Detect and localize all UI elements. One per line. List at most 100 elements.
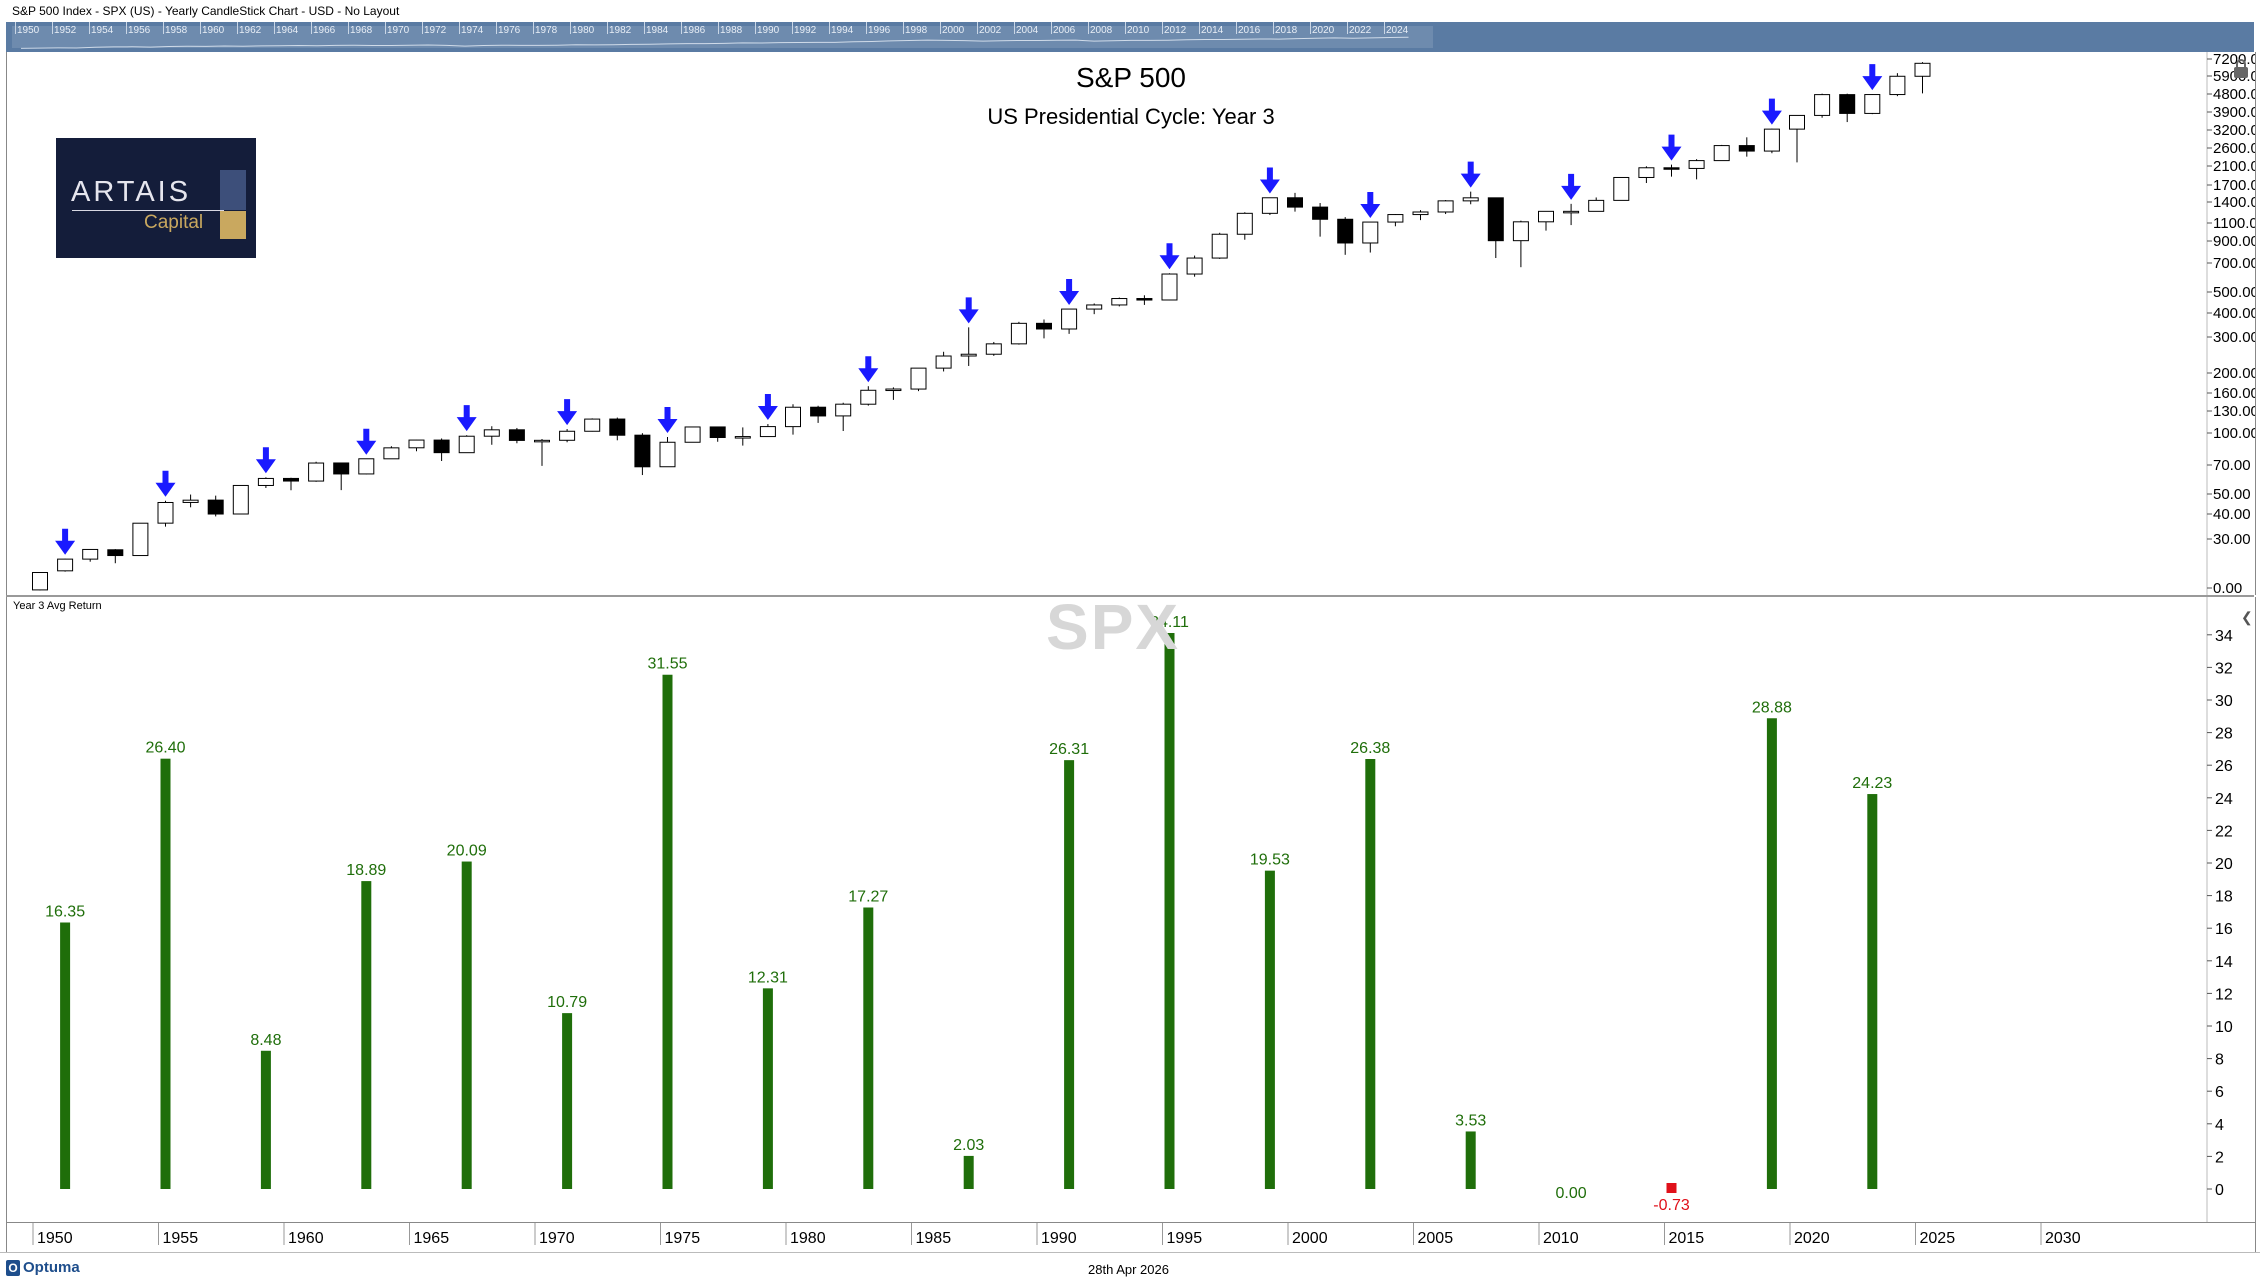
down-arrow-icon — [155, 470, 176, 497]
logo-square-bottom — [220, 211, 246, 239]
scroller-tick — [570, 22, 571, 34]
scroller-year-label: 2012 — [1164, 25, 1187, 36]
candle-body — [1738, 145, 1755, 152]
scroller-tick — [829, 22, 830, 34]
return-pane[interactable]: Year 3 Avg Return ❮ 34 32 30 28 26 24 22 20 18 16… — [6, 597, 2256, 1222]
candle-body — [1261, 197, 1278, 214]
return-bar-label: 3.53 — [1455, 1112, 1486, 1129]
logo-main-text: ARTAIS — [71, 176, 192, 208]
scroller-year-label: 1982 — [609, 25, 632, 36]
scroller-tick — [422, 22, 423, 34]
scroller-tick — [792, 22, 793, 34]
candle-body — [182, 499, 199, 503]
down-arrow-icon — [958, 297, 979, 324]
scroller-tick — [385, 22, 386, 34]
artais-capital-logo: ARTAIS Capital — [56, 138, 256, 258]
scroller-tick — [1088, 22, 1089, 34]
return-bar — [361, 881, 372, 1189]
footer: O Optuma 28th Apr 2026 — [0, 1252, 2260, 1283]
scroller-tick — [681, 22, 682, 34]
year3-return-bar-chart: 343230282624222018161412108642016.3526.4… — [45, 597, 2233, 1222]
candle-body — [207, 499, 224, 515]
price-pane[interactable]: ARTAIS Capital S&P 500 US Presidential C… — [6, 52, 2256, 595]
x-axis-label: 1960 — [288, 1230, 324, 1247]
price-axis-label: 200.00 — [2213, 365, 2255, 382]
down-arrow-icon — [858, 356, 879, 383]
return-axis-label: 8 — [2215, 1052, 2224, 1069]
scroller-year-label: 1970 — [387, 25, 410, 36]
return-bar — [461, 861, 472, 1189]
scroller-tick — [903, 22, 904, 34]
return-axis-label: 12 — [2215, 986, 2233, 1003]
scroller-tick — [496, 22, 497, 34]
scroller-year-label: 2002 — [979, 25, 1002, 36]
scroller-tick — [866, 22, 867, 34]
down-arrow-icon — [1159, 243, 1180, 270]
down-arrow-icon — [557, 399, 578, 426]
candle-body — [1136, 298, 1153, 301]
return-bar-label: 20.09 — [447, 843, 487, 860]
return-bar — [1064, 760, 1075, 1189]
candle-body — [1287, 197, 1303, 208]
chart-title: S&P 500 — [1075, 62, 1187, 93]
candle-body — [609, 418, 626, 436]
return-bar — [1164, 633, 1175, 1189]
scroller-year-label: 2008 — [1090, 25, 1113, 36]
return-bar — [863, 907, 874, 1189]
return-axis-label: 16 — [2215, 921, 2233, 938]
logo-rule — [72, 210, 224, 211]
price-axis-label: 1400.00 — [2213, 194, 2255, 211]
scroller-year-label: 1986 — [683, 25, 706, 36]
optuma-brand-text: Optuma — [23, 1259, 80, 1276]
scroller-year-label: 2022 — [1349, 25, 1372, 36]
price-axis-label: 900.00 — [2213, 233, 2255, 250]
scroller-year-label: 1988 — [720, 25, 743, 36]
scroller-year-label: 2020 — [1312, 25, 1335, 36]
scroller-tick — [348, 22, 349, 34]
scroller-tick — [533, 22, 534, 34]
scroller-year-label: 1962 — [239, 25, 262, 36]
return-bar — [60, 922, 71, 1189]
return-bar-label: 12.31 — [748, 969, 788, 986]
scroller-year-label: 1958 — [165, 25, 188, 36]
down-arrow-icon — [1661, 134, 1682, 161]
return-bar — [160, 758, 171, 1189]
scroller-tick — [1347, 22, 1348, 34]
return-bar-label: -0.73 — [1653, 1197, 1690, 1214]
scroller-year-label: 1966 — [313, 25, 336, 36]
scroller-year-label: 1984 — [646, 25, 669, 36]
scroller-tick — [274, 22, 275, 34]
price-axis-label: 2600.00 — [2213, 140, 2255, 157]
return-axis-label: 30 — [2215, 693, 2233, 710]
candle-body — [1713, 145, 1730, 162]
candle-body — [157, 501, 174, 524]
candle-body — [1588, 199, 1605, 212]
candle-body — [1613, 176, 1630, 201]
scroller-tick — [1310, 22, 1311, 34]
candle-body — [1563, 210, 1580, 214]
return-bar-label: 34.11 — [1150, 614, 1189, 631]
collapse-panel-icon[interactable]: ❮ — [2241, 609, 2253, 625]
lock-icon[interactable] — [2231, 58, 2251, 80]
return-bar-label: 0.00 — [1556, 1185, 1587, 1202]
return-bar-label: 2.03 — [953, 1137, 984, 1154]
return-bar — [662, 674, 673, 1189]
down-arrow-icon — [1862, 64, 1883, 91]
down-arrow-icon — [1761, 98, 1782, 125]
candle-body — [759, 426, 776, 438]
pane-divider[interactable] — [6, 595, 2254, 597]
scroller-handle[interactable] — [12, 26, 1433, 48]
candle-body — [1839, 94, 1856, 114]
return-axis-label: 4 — [2215, 1117, 2224, 1134]
scroller-tick — [1273, 22, 1274, 34]
candle-body — [257, 477, 274, 486]
candle-body — [433, 439, 450, 454]
candle-body — [684, 426, 701, 443]
scroller-tick — [1014, 22, 1015, 34]
candle-body — [1789, 114, 1805, 130]
return-axis-label: 34 — [2215, 628, 2233, 645]
return-axis-label: 22 — [2215, 823, 2233, 840]
timeline-scroller[interactable]: 1950 1952 1954 1956 1958 1960 1962 1964 1966 1968… — [6, 22, 2254, 52]
candle-body — [1437, 200, 1454, 213]
candle-body — [910, 367, 927, 390]
